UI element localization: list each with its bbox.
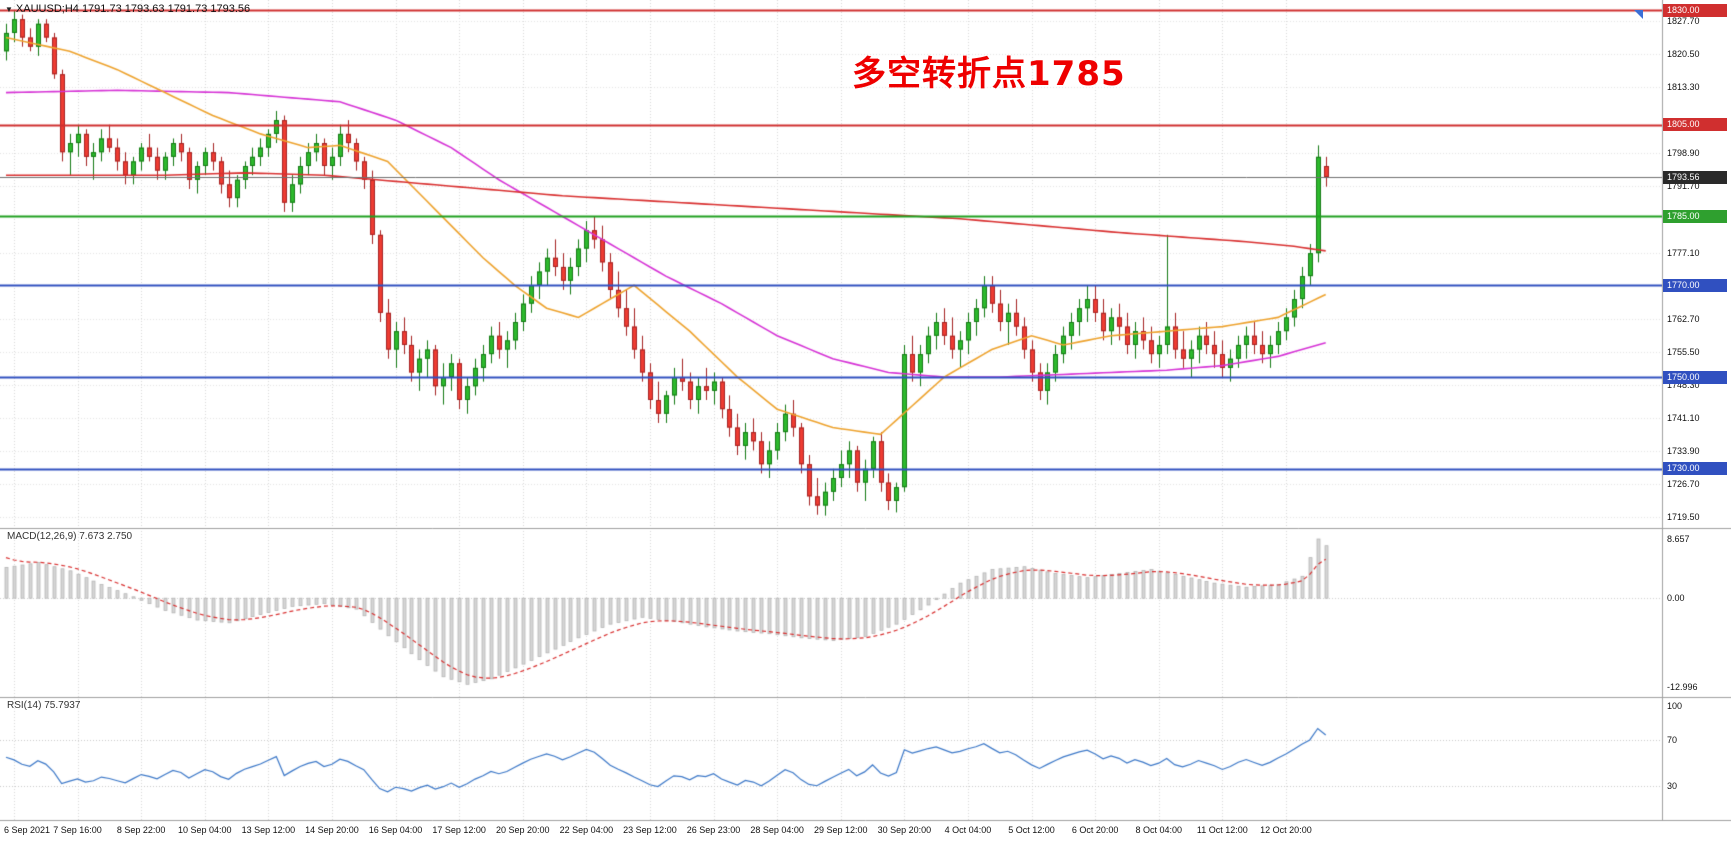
time-axis-label: 23 Sep 12:00: [623, 825, 677, 835]
price-axis-label: 1777.10: [1667, 247, 1700, 258]
rsi-axis-label: 100: [1667, 701, 1683, 711]
price-axis-label: 1827.70: [1667, 15, 1700, 26]
blue-marker-icon: [1634, 10, 1643, 19]
time-axis-label: 4 Oct 04:00: [944, 825, 992, 835]
macd-axis-label: 8.657: [1667, 534, 1690, 544]
price-axis-label: 1719.50: [1667, 512, 1700, 522]
symbol-ohlc-text: XAUUSD;H4 1791.73 1793.63 1791.73 1793.5…: [15, 3, 251, 15]
rsi-axis-label: 30: [1667, 780, 1678, 791]
time-axis-label: 14 Sep 20:00: [305, 825, 359, 835]
chart-annotation-text: 多空转折点1785: [852, 54, 1126, 94]
price-flag: 1730.00: [1663, 462, 1727, 475]
time-axis-label: 10 Sep 04:00: [177, 825, 232, 835]
macd-indicator-label: MACD(12,26,9) 7.673 2.750: [7, 531, 133, 542]
rsi-indicator-label: RSI(14) 75.7937: [7, 700, 81, 711]
time-axis-label: 26 Sep 23:00: [686, 825, 741, 835]
macd-axis-label: -12.996: [1667, 682, 1698, 692]
price-axis-label: 1748.30: [1667, 379, 1700, 390]
time-axis-label: 12 Oct 20:00: [1260, 825, 1312, 835]
price-flag: 1793.56: [1663, 171, 1727, 184]
time-axis-label: 20 Sep 20:00: [495, 825, 550, 835]
rsi-axis-label: 70: [1667, 735, 1678, 746]
time-axis-label: 13 Sep 12:00: [241, 825, 296, 835]
chevron-down-icon[interactable]: ▼: [5, 5, 13, 14]
time-axis-label: 8 Oct 04:00: [1135, 825, 1183, 835]
time-axis-label: 11 Oct 12:00: [1196, 825, 1248, 835]
price-axis-label: 1813.30: [1667, 81, 1700, 92]
time-axis-label: 17 Sep 12:00: [432, 825, 486, 835]
price-axis-label: 1820.50: [1667, 48, 1700, 59]
price-flag: 1785.00: [1663, 210, 1727, 223]
price-flag: 1830.00: [1663, 4, 1727, 17]
time-axis-label: 29 Sep 12:00: [813, 825, 868, 835]
symbol-info-bar: ▼ XAUUSD;H4 1791.73 1793.63 1791.73 1793.…: [5, 3, 250, 15]
time-axis-label: 6 Oct 20:00: [1071, 825, 1119, 835]
time-axis-label: 7 Sep 16:00: [53, 825, 102, 835]
time-axis-label: 28 Sep 04:00: [750, 825, 804, 835]
price-axis-label: 1726.70: [1667, 478, 1700, 489]
price-axis-label: 1755.50: [1667, 346, 1700, 357]
price-flag: 1770.00: [1663, 279, 1727, 292]
price-axis-label: 1762.70: [1667, 313, 1700, 324]
price-axis-label: 1798.90: [1667, 147, 1700, 158]
price-flag: 1805.00: [1663, 118, 1727, 131]
time-axis-label: 8 Sep 22:00: [116, 825, 166, 835]
time-axis-label: 6 Sep 2021: [4, 825, 51, 835]
price-flag: 1750.00: [1663, 371, 1727, 384]
macd-axis-label: 0.00: [1667, 593, 1685, 604]
price-axis-label: 1733.90: [1667, 445, 1700, 456]
time-axis-label: 5 Oct 12:00: [1008, 825, 1055, 835]
price-axis-label: 1741.10: [1667, 412, 1700, 423]
time-axis-label: 16 Sep 04:00: [368, 825, 423, 835]
price-axis-label: 1791.70: [1667, 180, 1700, 191]
time-axis-label: 22 Sep 04:00: [559, 825, 614, 835]
time-axis-label: 30 Sep 20:00: [877, 825, 932, 835]
